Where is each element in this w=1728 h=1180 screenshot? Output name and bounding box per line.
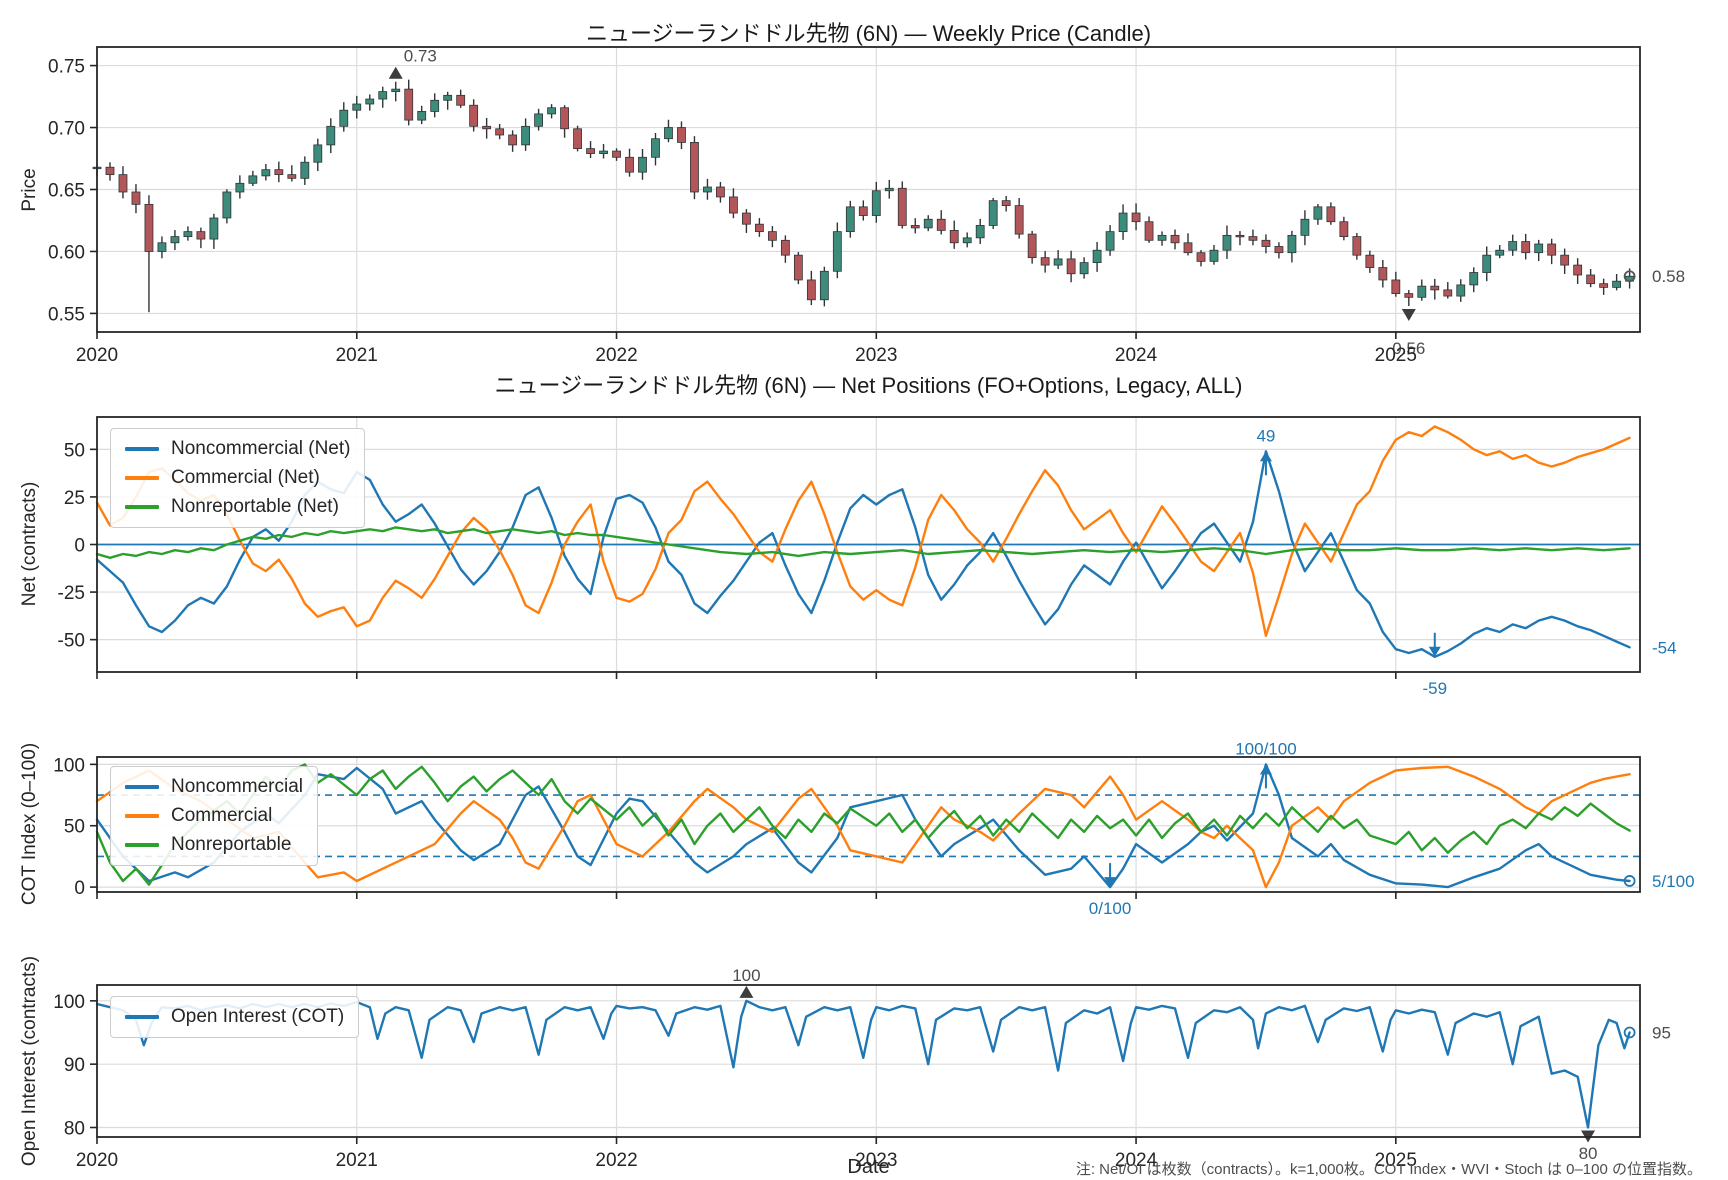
svg-text:2024: 2024 — [1115, 345, 1158, 366]
svg-text:2025: 2025 — [1375, 345, 1417, 366]
legend-item: Nonreportable (Net) — [125, 496, 350, 518]
svg-text:0.70: 0.70 — [48, 119, 85, 140]
svg-text:100/100: 100/100 — [1235, 739, 1296, 758]
open-interest-y-axis-label: Open Interest (contracts) — [19, 955, 40, 1167]
legend-line-swatch — [125, 505, 159, 509]
svg-text:-25: -25 — [58, 583, 85, 604]
svg-text:90: 90 — [64, 1055, 85, 1076]
svg-text:0.56: 0.56 — [1392, 339, 1425, 358]
svg-text:2023: 2023 — [855, 345, 897, 366]
svg-text:2020: 2020 — [76, 345, 118, 366]
svg-text:0.65: 0.65 — [48, 181, 85, 202]
svg-text:50: 50 — [64, 440, 85, 461]
svg-text:2025: 2025 — [1375, 1150, 1417, 1171]
svg-text:25: 25 — [64, 488, 85, 509]
svg-text:2021: 2021 — [336, 1150, 378, 1171]
legend-line-swatch — [125, 1015, 159, 1019]
legend-line-swatch — [125, 447, 159, 451]
cot-annotation: 0/100 — [1089, 863, 1132, 918]
svg-text:2024: 2024 — [1115, 1150, 1158, 1171]
net-legend: Noncommercial (Net) Commercial (Net) Nonre… — [110, 428, 366, 528]
price-annotation: 0.73 — [388, 47, 437, 79]
svg-text:50: 50 — [64, 817, 85, 838]
legend-item: Noncommercial (Net) — [125, 438, 350, 460]
legend-label: Open Interest (COT) — [171, 1006, 345, 1027]
footnote: 注: Net/OI は枚数（contracts）。k=1,000枚。COT In… — [1075, 1161, 1702, 1178]
price-y-axis-label: Price — [19, 168, 40, 212]
svg-text:0/100: 0/100 — [1089, 899, 1132, 918]
legend-label: Nonreportable — [171, 834, 292, 855]
net-annotation: 49 — [1256, 426, 1275, 476]
price-panel: 0.73 0.56 0.58 0.55 0.60 0.65 0.70 0.75 2020 2021… — [48, 46, 1685, 366]
cot-series-1 — [95, 763, 1631, 889]
legend-label: Noncommercial (Net) — [171, 438, 351, 459]
net-panel-title: ニュージーランドドル先物 (6N) — Net Positions (FO+Op… — [494, 373, 1243, 398]
svg-text:0.58: 0.58 — [1652, 267, 1685, 286]
svg-text:2020: 2020 — [76, 1150, 118, 1171]
svg-text:-59: -59 — [1422, 679, 1447, 698]
svg-text:0: 0 — [74, 536, 85, 557]
net-series-2 — [95, 425, 1631, 637]
cot-panel: 100/100 0/100 5/100 0 50 100 — [53, 739, 1694, 918]
legend-item: Commercial (Net) — [125, 467, 350, 489]
svg-text:2022: 2022 — [595, 1150, 637, 1171]
net-annotation: -59 — [1422, 632, 1447, 698]
net-panel: 49 -59 -54 -50 -25 0 25 50 — [58, 416, 1677, 698]
svg-text:49: 49 — [1256, 426, 1275, 445]
svg-text:0.55: 0.55 — [48, 304, 85, 325]
legend-label: Commercial — [171, 805, 273, 826]
oi-series-1 — [95, 999, 1631, 1129]
svg-text:0.75: 0.75 — [48, 57, 85, 78]
svg-text:0.73: 0.73 — [404, 47, 437, 66]
svg-text:100: 100 — [53, 755, 85, 776]
cot-index-y-axis-label: COT Index (0–100) — [19, 742, 40, 906]
legend-item: Open Interest (COT) — [125, 1006, 344, 1028]
cot-legend: Noncommercial Commercial Nonreportable — [110, 766, 318, 866]
legend-item: Commercial — [125, 805, 303, 827]
legend-item: Nonreportable — [125, 834, 303, 856]
legend-line-swatch — [125, 843, 159, 847]
net-y-axis-label: Net (contracts) — [19, 481, 40, 607]
svg-text:80: 80 — [1579, 1144, 1598, 1163]
oi-annotation: 100 — [732, 966, 761, 998]
cot-series-3 — [95, 763, 1631, 886]
svg-text:2021: 2021 — [336, 345, 378, 366]
svg-text:5/100: 5/100 — [1652, 872, 1695, 891]
svg-text:0: 0 — [74, 878, 85, 899]
svg-text:100: 100 — [732, 966, 760, 985]
legend-line-swatch — [125, 476, 159, 480]
legend-item: Noncommercial — [125, 776, 303, 798]
svg-text:-50: -50 — [58, 631, 85, 652]
x-axis-label: Date — [847, 1156, 890, 1178]
svg-text:2022: 2022 — [595, 345, 637, 366]
svg-text:-54: -54 — [1652, 638, 1677, 657]
svg-text:2023: 2023 — [855, 1150, 897, 1171]
svg-text:95: 95 — [1652, 1024, 1671, 1043]
price-panel-title: ニュージーランドドル先物 (6N) — Weekly Price (Candle… — [585, 21, 1152, 46]
legend-label: Nonreportable (Net) — [171, 496, 339, 517]
svg-text:0.60: 0.60 — [48, 242, 85, 263]
net-series-3 — [95, 526, 1631, 559]
legend-line-swatch — [125, 814, 159, 818]
legend-label: Commercial (Net) — [171, 467, 320, 488]
legend-line-swatch — [125, 785, 159, 789]
cot-series-2 — [95, 765, 1631, 889]
cot-annotation: 100/100 — [1235, 739, 1297, 789]
price-annotation: 0.56 — [1392, 308, 1425, 358]
svg-text:80: 80 — [64, 1119, 85, 1140]
legend-label: Noncommercial — [171, 776, 303, 797]
svg-text:100: 100 — [53, 992, 85, 1013]
price-candles — [92, 79, 1635, 313]
oi-legend: Open Interest (COT) — [110, 996, 360, 1038]
